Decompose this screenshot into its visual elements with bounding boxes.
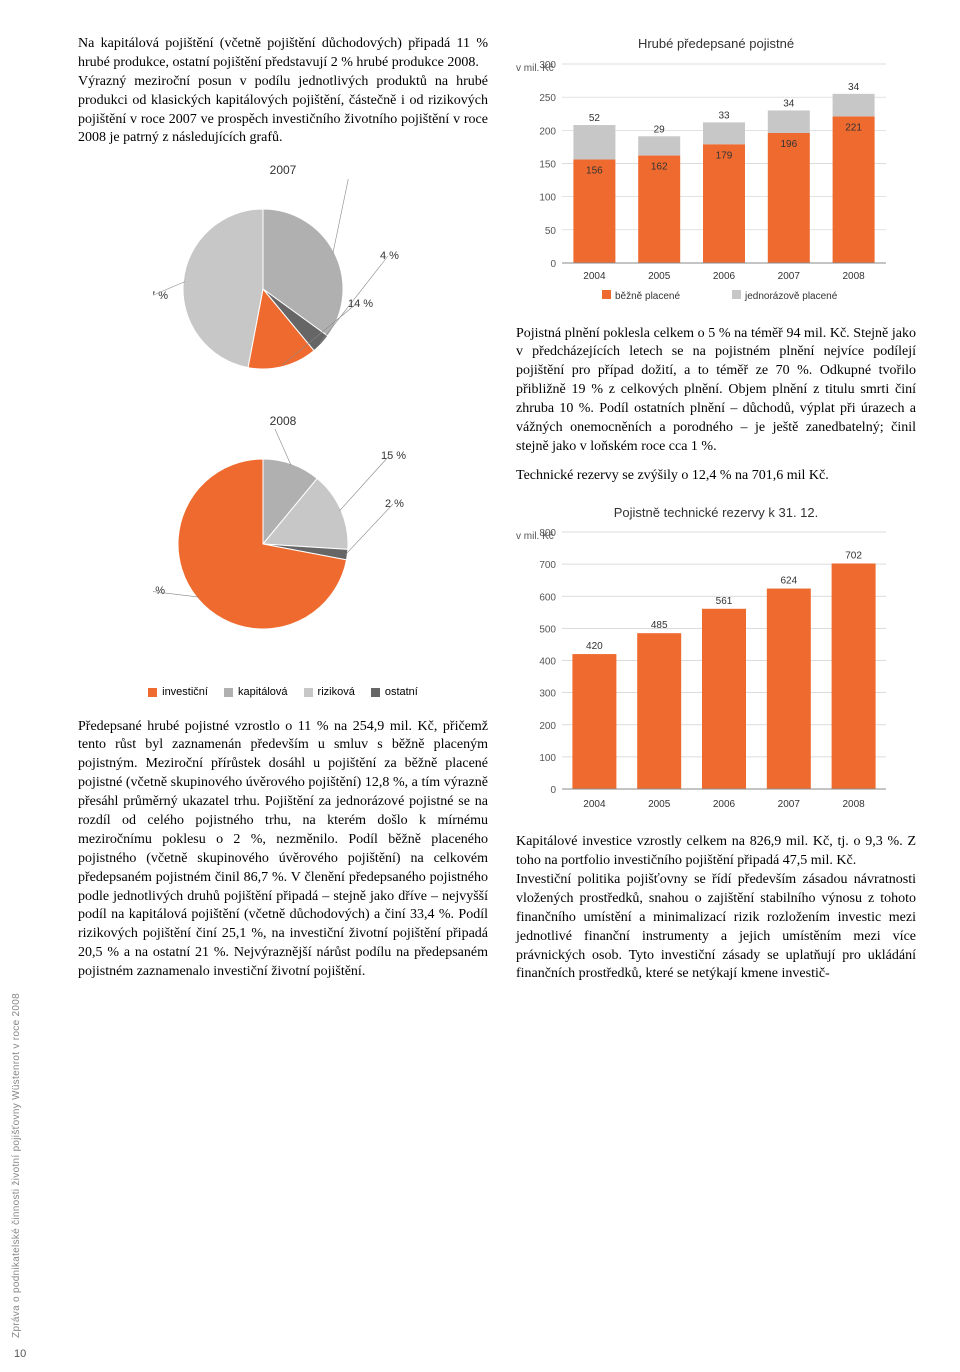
svg-text:700: 700 (539, 560, 556, 571)
right-para-3: Kapitálové investice vzrostly celkem na … (516, 833, 916, 871)
svg-text:72 %: 72 % (153, 585, 165, 597)
svg-text:100: 100 (539, 192, 556, 203)
svg-text:500: 500 (539, 625, 556, 636)
svg-text:běžně placené: běžně placené (615, 291, 680, 302)
svg-text:2005: 2005 (648, 271, 671, 282)
svg-text:162: 162 (651, 161, 668, 172)
svg-text:300: 300 (539, 689, 556, 700)
svg-text:200: 200 (539, 126, 556, 137)
left-bottom-para: Předepsané hrubé pojistné vzrostlo o 11 … (78, 718, 488, 982)
svg-text:2008: 2008 (842, 271, 865, 282)
svg-text:150: 150 (539, 159, 556, 170)
svg-text:561: 561 (716, 596, 733, 607)
right-para-2: Technické rezervy se zvýšily o 12,4 % na… (516, 467, 916, 486)
svg-text:4 %: 4 % (380, 250, 399, 262)
svg-text:50: 50 (545, 225, 557, 236)
svg-text:221: 221 (845, 122, 862, 133)
svg-text:420: 420 (586, 641, 603, 652)
svg-text:702: 702 (845, 551, 862, 562)
svg-text:15 %: 15 % (381, 450, 406, 462)
svg-text:0: 0 (550, 259, 556, 270)
svg-text:624: 624 (780, 576, 797, 587)
left-para-1: Na kapitálová pojištění (včetně pojištěn… (78, 35, 488, 73)
svg-text:2004: 2004 (583, 271, 606, 282)
svg-text:34: 34 (848, 81, 860, 92)
stacked-bar-chart: v mil. Kč0501001502002503001565220041622… (516, 59, 916, 309)
svg-text:196: 196 (780, 139, 797, 150)
svg-text:52: 52 (589, 113, 601, 124)
right-para-4: Investiční politika pojišťovny se řídí p… (516, 871, 916, 984)
svg-text:2007: 2007 (778, 271, 801, 282)
svg-text:2004: 2004 (583, 799, 606, 810)
svg-text:485: 485 (651, 620, 668, 631)
page-number: 10 (14, 1347, 26, 1362)
svg-text:156: 156 (586, 165, 603, 176)
svg-text:jednorázově placené: jednorázově placené (744, 291, 838, 302)
svg-text:14 %: 14 % (348, 298, 373, 310)
svg-text:2006: 2006 (713, 271, 736, 282)
svg-text:400: 400 (539, 657, 556, 668)
pie-chart-2008: 11 %15 %2 %72 % (133, 429, 433, 679)
svg-text:34: 34 (783, 98, 795, 109)
svg-text:179: 179 (716, 150, 733, 161)
pie-chart-2007: 35 %4 %14 %47 % (133, 179, 433, 409)
svg-text:2008: 2008 (842, 799, 865, 810)
bar1-title: Hrubé předepsané pojistné (516, 35, 916, 53)
pie-2007-year: 2007 (78, 162, 488, 178)
right-para-1: Pojistná plnění poklesla celkem o 5 % na… (516, 325, 916, 457)
single-bar-chart: v mil. Kč0100200300400500600700800420200… (516, 527, 916, 817)
side-caption: Zpráva o podnikatelské činnosti životní … (10, 993, 24, 1338)
svg-text:2006: 2006 (713, 799, 736, 810)
svg-text:250: 250 (539, 93, 556, 104)
svg-text:300: 300 (539, 60, 556, 71)
svg-text:100: 100 (539, 753, 556, 764)
svg-text:2007: 2007 (778, 799, 801, 810)
svg-text:800: 800 (539, 528, 556, 539)
left-para-2: Výrazný meziroční posun v podílu jednotl… (78, 73, 488, 149)
svg-text:600: 600 (539, 592, 556, 603)
bar2-title: Pojistně technické rezervy k 31. 12. (516, 504, 916, 522)
svg-text:200: 200 (539, 721, 556, 732)
pie-legend: investičníkapitálovárizikováostatní (78, 685, 488, 700)
svg-text:33: 33 (718, 110, 730, 121)
svg-text:0: 0 (550, 785, 556, 796)
svg-text:2 %: 2 % (385, 498, 404, 510)
svg-text:29: 29 (654, 124, 666, 135)
svg-text:2005: 2005 (648, 799, 671, 810)
pie-2008-year: 2008 (78, 413, 488, 429)
